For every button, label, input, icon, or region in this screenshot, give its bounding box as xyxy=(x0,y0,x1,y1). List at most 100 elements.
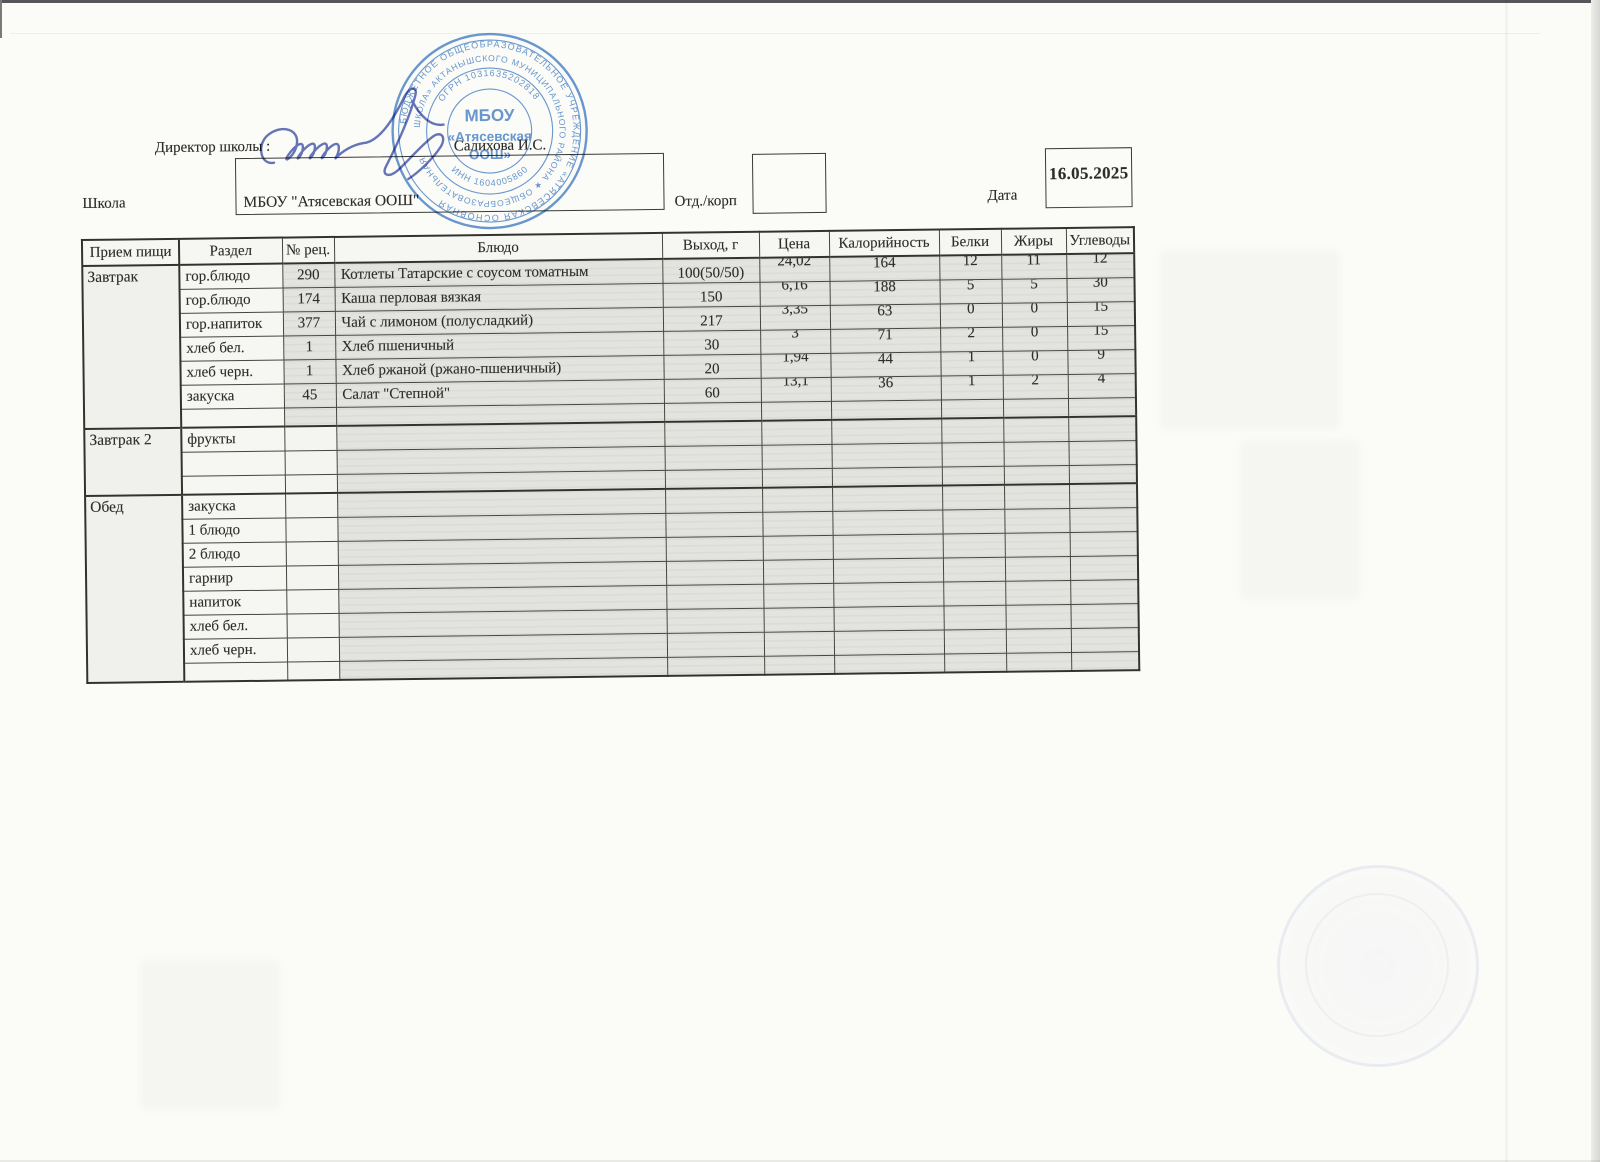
out-cell xyxy=(664,469,763,489)
out-cell xyxy=(665,536,763,562)
protein-cell xyxy=(943,581,1006,607)
protein-value: 12 xyxy=(962,254,978,270)
out-cell xyxy=(664,420,762,447)
price-value: 13,1 xyxy=(782,377,809,390)
fat-cell: 2 xyxy=(1002,374,1068,400)
num-cell xyxy=(284,474,338,494)
razdel-cell: хлеб черн. xyxy=(183,638,288,664)
out-cell xyxy=(666,608,764,634)
price-cell: 1,94 xyxy=(760,353,831,379)
num-cell xyxy=(285,565,339,591)
carbs-value: 12 xyxy=(1092,253,1108,267)
protein-cell: 12 xyxy=(939,254,1002,281)
column-header-7: Белки xyxy=(938,228,1002,256)
razdel-cell xyxy=(181,475,286,495)
razdel-value: закуска xyxy=(186,388,235,405)
out-cell xyxy=(666,584,764,610)
protein-cell xyxy=(942,533,1005,559)
kcal-cell xyxy=(831,443,942,469)
carbs-value: 30 xyxy=(1092,277,1108,291)
kcal-cell xyxy=(830,400,942,420)
school-stamp: БЮДЖЕТНОЕ ОБЩЕОБРАЗОВАТЕЛЬНОЕ УЧРЕЖДЕНИЕ… xyxy=(391,32,588,230)
protein-cell xyxy=(941,417,1004,444)
fat-cell: 0 xyxy=(1002,350,1068,376)
fat-cell: 0 xyxy=(1002,326,1068,352)
razdel-value: напиток xyxy=(189,594,242,611)
razdel-cell xyxy=(184,662,288,682)
carbs-cell xyxy=(1068,464,1137,484)
dish-value: Хлеб пшеничный xyxy=(341,337,455,355)
razdel-value: 2 блюдо xyxy=(188,546,241,563)
num-cell xyxy=(285,541,338,567)
price-cell: 24,02 xyxy=(759,256,830,283)
out-value: 150 xyxy=(699,289,723,306)
fat-value: 0 xyxy=(1030,326,1039,341)
razdel-value: фрукты xyxy=(187,431,236,448)
out-cell: 30 xyxy=(663,330,761,356)
out-cell xyxy=(666,632,765,658)
razdel-cell: гарнир xyxy=(182,566,287,592)
meal-label-cell: Завтрак xyxy=(82,264,182,430)
kcal-cell: 71 xyxy=(830,328,941,354)
protein-cell: 2 xyxy=(940,327,1003,353)
stamp-center-line2: «Атясевская xyxy=(448,129,532,145)
out-value: 30 xyxy=(704,337,720,354)
razdel-cell xyxy=(181,408,285,428)
kcal-cell xyxy=(831,467,943,487)
num-cell xyxy=(285,492,338,519)
fat-cell xyxy=(1004,556,1071,582)
razdel-cell: 2 блюдо xyxy=(182,542,286,568)
kcal-cell xyxy=(832,510,943,536)
fat-value: 0 xyxy=(1031,350,1039,365)
carbs-cell xyxy=(1069,531,1138,557)
num-cell xyxy=(286,589,339,615)
carbs-cell xyxy=(1069,555,1139,581)
price-cell xyxy=(763,607,834,633)
fat-cell xyxy=(1005,580,1071,606)
out-cell xyxy=(664,445,762,471)
num-cell xyxy=(285,517,338,543)
menu-table: Прием пищи Раздел № рец. Блюдо Выход, г Цена К… xyxy=(80,226,1141,684)
protein-cell xyxy=(940,399,1004,419)
kcal-cell xyxy=(833,606,944,632)
num-cell: 290 xyxy=(282,262,335,289)
num-cell: 1 xyxy=(283,359,336,385)
num-cell xyxy=(286,637,340,663)
column-header-8: Жиры xyxy=(1000,227,1067,255)
razdel-cell: напиток xyxy=(183,590,287,616)
price-value: 3 xyxy=(791,329,799,342)
fat-cell: 0 xyxy=(1001,302,1068,328)
column-header-5: Цена xyxy=(758,230,830,258)
razdel-cell: закуска xyxy=(182,493,286,520)
fat-cell xyxy=(1002,398,1069,418)
carbs-cell xyxy=(1070,603,1139,629)
num-cell: 174 xyxy=(282,287,335,313)
protein-cell: 5 xyxy=(939,279,1002,305)
price-cell xyxy=(761,419,832,446)
razdel-cell: гор.блюдо xyxy=(179,263,283,290)
scan-right-edge xyxy=(1591,0,1600,1162)
protein-value: 0 xyxy=(967,303,975,318)
num-value: 1 xyxy=(305,363,314,380)
out-cell: 20 xyxy=(663,354,761,380)
num-cell: 45 xyxy=(283,383,337,409)
out-cell xyxy=(665,512,763,538)
column-header-0: Прием пищи xyxy=(81,238,180,267)
protein-value: 1 xyxy=(967,375,976,390)
protein-cell xyxy=(942,509,1005,535)
column-header-6: Калорийность xyxy=(828,229,940,257)
carbs-cell xyxy=(1070,579,1139,605)
date-box: 16.05.2025 xyxy=(1044,147,1133,209)
razdel-cell xyxy=(181,451,285,477)
kcal-cell xyxy=(833,582,944,608)
carbs-cell xyxy=(1070,627,1140,653)
price-cell xyxy=(762,511,833,537)
num-cell: 377 xyxy=(282,311,336,337)
director-signature xyxy=(260,87,445,181)
stamp-center-line1: МБОУ xyxy=(464,106,514,126)
num-value: 290 xyxy=(297,267,320,284)
kcal-value: 63 xyxy=(877,304,893,320)
razdel-value: хлеб черн. xyxy=(189,641,257,659)
protein-value: 2 xyxy=(967,327,975,342)
scan-bottom-edge xyxy=(0,1160,1600,1162)
